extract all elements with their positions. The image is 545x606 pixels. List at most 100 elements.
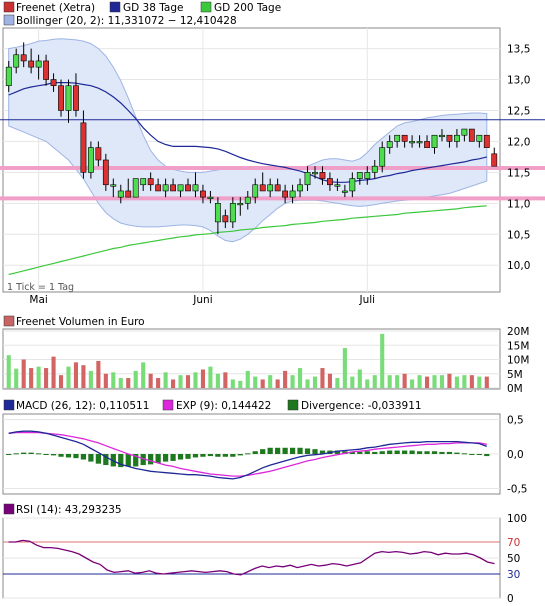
divergence-bar <box>230 454 236 457</box>
divergence-bar <box>140 454 146 466</box>
divergence-bar <box>6 454 12 455</box>
volume-bar <box>215 373 220 388</box>
volume-bar <box>141 362 146 388</box>
candle-body <box>364 172 371 179</box>
candle-body <box>95 147 102 161</box>
divergence-bar <box>461 453 468 455</box>
divergence-bar <box>50 454 57 456</box>
divergence-bar <box>170 454 176 461</box>
candle-body <box>371 165 378 173</box>
candle-body <box>252 184 259 198</box>
volume-bar <box>96 360 101 388</box>
divergence-bar <box>402 450 408 454</box>
candle-body <box>319 172 326 179</box>
price-tick-label: 10,0 <box>507 260 530 272</box>
macd-legend-swatch-0 <box>3 399 15 411</box>
volume-bar <box>439 375 445 388</box>
divergence-bar <box>484 454 490 457</box>
volume-y-axis: 0M 5M 10M 15M 20M <box>507 326 529 395</box>
divergence-bar <box>215 454 221 457</box>
candle-body <box>289 190 296 198</box>
divergence-bar <box>95 454 101 464</box>
volume-tick-label: 15M <box>507 340 529 352</box>
candle-body <box>267 184 274 192</box>
rsi-legend-swatch <box>3 503 15 515</box>
divergence-bar <box>58 454 64 457</box>
candle-body <box>356 172 363 179</box>
volume-bar <box>118 378 123 388</box>
divergence-bar <box>200 454 206 457</box>
candle-body <box>431 134 438 148</box>
divergence-bar <box>289 447 296 454</box>
rsi-y-axis: 100 70 50 30 0 <box>507 513 527 605</box>
volume-bar <box>477 376 482 388</box>
divergence-bar <box>342 451 348 454</box>
candle-body <box>13 54 20 68</box>
volume-bar <box>350 376 355 388</box>
candle-body <box>312 172 318 175</box>
price-legend-swatch-0 <box>3 1 15 13</box>
candle-body <box>334 184 341 187</box>
volume-bar <box>410 379 415 388</box>
candle-body <box>140 178 147 186</box>
candle-body <box>416 141 423 144</box>
macd-panel: MACD (26, 12): 0,110511 EXP (9): 0,14442… <box>2 399 528 496</box>
divergence-bar <box>334 450 341 454</box>
price-legend-swatch-1 <box>109 1 121 13</box>
volume-bar <box>462 375 467 388</box>
candle-body <box>50 79 57 87</box>
volume-bar <box>111 372 116 388</box>
volume-bar <box>327 373 332 388</box>
divergence-bar <box>35 453 42 455</box>
divergence-bar <box>364 451 370 454</box>
price-candles <box>5 42 498 235</box>
volume-bar <box>193 372 198 388</box>
volume-bar <box>424 376 430 388</box>
volume-bar <box>6 355 11 388</box>
candle-body <box>185 184 191 192</box>
divergence-bar <box>118 454 124 468</box>
candle-body <box>282 190 289 198</box>
divergence-bar <box>177 454 184 460</box>
candle-body <box>192 184 199 192</box>
rsi-line <box>8 539 495 576</box>
divergence-bar <box>148 454 154 465</box>
candle-body <box>20 54 27 62</box>
divergence-bar <box>207 454 214 457</box>
volume-bar <box>357 369 362 388</box>
candle-body <box>87 147 94 173</box>
candle-body <box>379 147 386 167</box>
volume-bar <box>387 375 392 388</box>
tick-note: 1 Tick = 1 Tag <box>7 282 74 293</box>
divergence-bar <box>282 447 288 454</box>
volume-bar <box>208 366 213 388</box>
rsi-reference-lines <box>3 541 500 575</box>
candle-body <box>349 178 356 192</box>
candle-body <box>35 60 42 68</box>
volume-bar <box>395 375 400 388</box>
volume-bar <box>417 375 422 388</box>
candle-body <box>327 178 333 186</box>
candle-body <box>200 190 206 198</box>
candle-body <box>394 134 401 142</box>
price-panel: Freenet (Xetra) GD 38 Tage GD 200 Tage B… <box>0 1 545 306</box>
volume-bar <box>103 373 108 388</box>
volume-bar <box>148 373 153 388</box>
divergence-bar <box>409 450 415 454</box>
divergence-bar <box>357 451 363 454</box>
divergence-bar <box>319 450 326 454</box>
macd-tick-label: 0,5 <box>507 414 524 426</box>
volume-bar <box>73 362 79 388</box>
volume-bar <box>44 368 49 388</box>
month-label: Juni <box>192 294 212 306</box>
month-label: Juli <box>358 294 375 306</box>
divergence-bar <box>312 449 318 454</box>
price-y-axis: 10,0 10,5 11,0 11,5 12,0 12,5 13,0 13,5 <box>507 44 530 273</box>
price-tick-label: 13,0 <box>507 75 530 87</box>
volume-bar <box>178 375 183 388</box>
candle-body <box>454 134 460 142</box>
volume-bar <box>365 379 370 388</box>
volume-legend-swatch <box>3 315 15 327</box>
volume-bars <box>6 333 489 388</box>
